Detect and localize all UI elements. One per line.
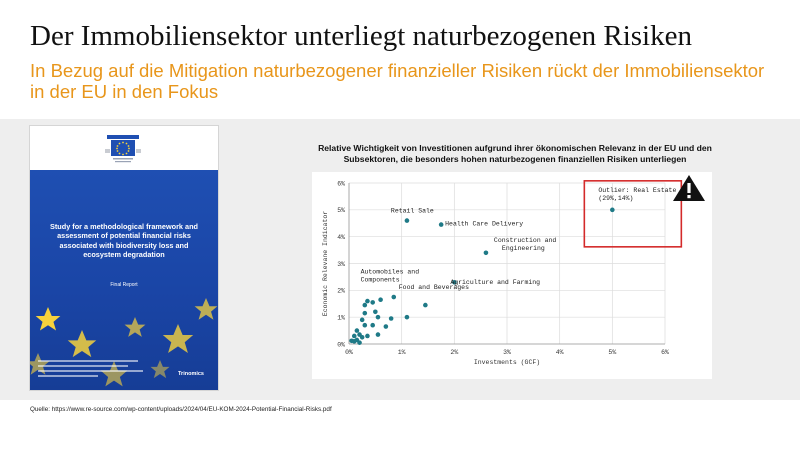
- data-point: [365, 298, 370, 304]
- x-tick-label: 1%: [398, 349, 406, 356]
- eu-commission-logo-icon: [105, 135, 141, 163]
- data-point: [375, 314, 381, 320]
- cover-title: Study for a methodological framework and…: [50, 222, 198, 260]
- labeled-data-point: [391, 294, 397, 300]
- outlier-highlight-box: [583, 180, 683, 248]
- y-tick-label: 3%: [337, 261, 345, 268]
- x-tick-label: 5%: [608, 349, 616, 356]
- slide-title: Der Immobiliensektor unterliegt naturbez…: [30, 20, 692, 52]
- data-point: [362, 302, 368, 308]
- x-axis-ticks: 0% 1% 2% 3% 4% 5% 6%: [345, 349, 669, 356]
- labeled-data-point: [483, 250, 489, 256]
- x-tick-label: 6%: [661, 349, 669, 356]
- data-point: [349, 338, 354, 344]
- point-label: Outlier: Real Estate (29%,14%): [598, 187, 676, 202]
- chart-background: [312, 172, 712, 379]
- point-label: Food and Beverages: [399, 284, 469, 291]
- y-tick-label: 0%: [337, 341, 345, 348]
- labeled-data-point: [378, 297, 383, 303]
- cover-report-label: Final Report: [110, 282, 138, 288]
- data-point: [365, 333, 370, 339]
- cover-publisher: Trinomics: [178, 371, 204, 377]
- labeled-data-point: [438, 222, 444, 227]
- y-tick-label: 6%: [337, 180, 345, 187]
- data-point: [362, 322, 368, 328]
- data-points: [349, 298, 428, 345]
- cover-blue-panel: Study for a methodological framework and…: [30, 170, 218, 390]
- report-cover: Study for a methodological framework and…: [30, 126, 218, 390]
- labeled-data-point: [404, 218, 410, 223]
- y-tick-label: 4%: [337, 234, 345, 241]
- y-axis-label: Economic Relevane Indicator: [322, 211, 329, 316]
- cover-header: [30, 126, 218, 170]
- data-point: [370, 300, 375, 305]
- data-point: [357, 340, 362, 345]
- chart-title: Relative Wichtigkeit von Investitionen a…: [318, 143, 712, 164]
- point-label: Agriculture and Farming: [450, 279, 540, 286]
- cover-authors: [38, 360, 148, 384]
- point-label: Construction and Engineering: [494, 237, 557, 252]
- x-axis-label: Investments (GCF): [474, 359, 540, 366]
- data-point: [370, 322, 375, 328]
- x-tick-label: 0%: [345, 349, 353, 356]
- scatter-chart: 0% 1% 2% 3% 4% 5% 6% 0% 1% 2% 3% 4% 5% 6% Retail Sal…: [312, 172, 712, 379]
- point-label: Automobiles and Components: [361, 269, 420, 284]
- labeled-data-point: [610, 207, 615, 213]
- y-tick-label: 5%: [337, 207, 345, 214]
- data-point: [373, 309, 378, 315]
- x-tick-label: 2%: [450, 349, 458, 356]
- slide-subtitle: In Bezug auf die Mitigation naturbezogen…: [30, 60, 765, 102]
- data-point: [423, 302, 428, 308]
- data-point: [359, 317, 365, 323]
- data-point: [362, 310, 368, 316]
- labeled-data-point: [452, 279, 457, 285]
- data-point: [359, 334, 365, 340]
- x-tick-label: 4%: [556, 349, 564, 356]
- data-point: [404, 314, 410, 320]
- data-point: [383, 324, 389, 329]
- source-note: Quelle: https://www.re-source.com/wp-con…: [30, 406, 332, 413]
- data-point: [351, 333, 357, 339]
- eu-stars-icon: [30, 298, 218, 387]
- data-point: [354, 328, 360, 333]
- data-point: [375, 332, 381, 337]
- labeled-points: Retail Sale Health Care Delivery Construct…: [361, 187, 676, 303]
- y-tick-label: 2%: [337, 288, 345, 295]
- point-label: Health Care Delivery: [445, 221, 523, 228]
- y-tick-label: 1%: [337, 314, 345, 321]
- chart-grid: [348, 182, 666, 345]
- y-axis-ticks: 0% 1% 2% 3% 4% 5% 6%: [337, 180, 345, 348]
- warning-icon: [673, 175, 705, 201]
- point-label: Retail Sale: [391, 208, 434, 215]
- x-tick-label: 3%: [503, 349, 511, 356]
- data-point: [388, 316, 394, 321]
